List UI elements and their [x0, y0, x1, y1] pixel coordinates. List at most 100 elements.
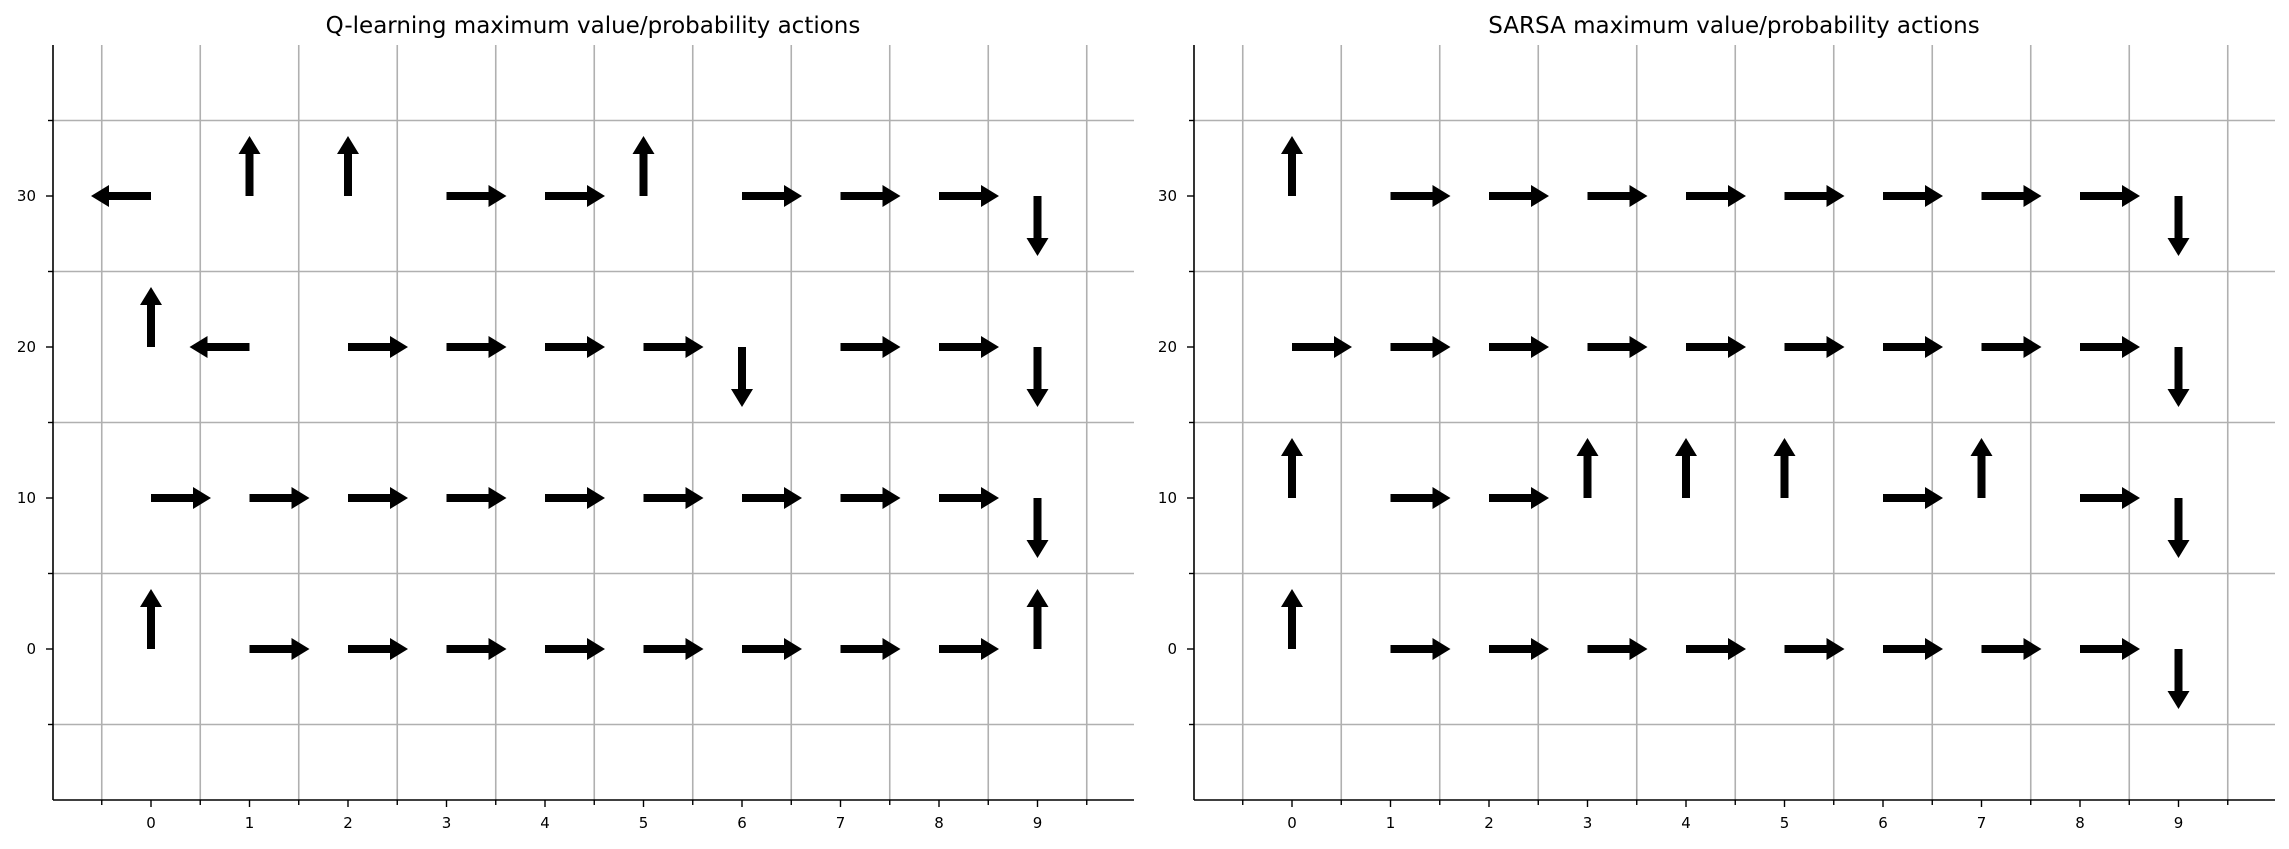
q-learning-axes: 0 1 2 3 4 5 6 7 8 9 0 10 20 30: [17, 45, 1134, 832]
q-learning-arrow-down: [1026, 498, 1049, 558]
q-learning-arrow-down: [1026, 196, 1049, 256]
q-learning-arrow-right: [446, 638, 507, 660]
sarsa-arrow-right: [1489, 336, 1549, 358]
sarsa-arrow-right: [1883, 185, 1943, 207]
q-learning-arrow-right: [643, 336, 704, 358]
sarsa-grid: [1194, 45, 2275, 800]
sarsa-arrow-right: [2080, 336, 2140, 358]
sarsa-arrow-up: [1281, 136, 1303, 196]
q-learning-arrow-right: [545, 638, 605, 660]
q-learning-arrow-left: [189, 336, 250, 358]
sarsa-arrow-right: [2080, 487, 2140, 509]
q-learning-x-tick-label: 8: [934, 814, 944, 832]
q-learning-arrow-up: [140, 287, 162, 347]
q-learning-arrow-right: [545, 336, 605, 358]
q-learning-grid: [53, 45, 1134, 800]
sarsa-x-tick-label: 7: [1977, 814, 1987, 832]
sarsa-axes: 0 1 2 3 4 5 6 7 8 9 0 10 20 30: [1158, 45, 2275, 832]
sarsa-y-tick-label: 30: [1158, 187, 1177, 205]
q-learning-arrow-right: [348, 638, 408, 660]
sarsa-arrow-right: [2080, 185, 2140, 207]
q-learning-arrow-right: [840, 638, 901, 660]
sarsa-arrow-right: [1292, 336, 1352, 358]
q-learning-arrow-right: [840, 185, 901, 207]
q-learning-arrow-right: [545, 185, 605, 207]
sarsa-arrow-right: [1981, 638, 2042, 660]
q-learning-arrow-right: [348, 336, 408, 358]
sarsa-arrow-up: [1773, 438, 1796, 498]
q-learning-arrow-right: [446, 487, 507, 509]
q-learning-arrows: [91, 136, 1049, 660]
sarsa-arrow-down: [2167, 196, 2190, 256]
q-learning-arrow-right: [545, 487, 605, 509]
sarsa-arrow-right: [1390, 487, 1451, 509]
sarsa-x-tick-label: 4: [1681, 814, 1691, 832]
q-learning-title: Q-learning maximum value/probability act…: [326, 13, 861, 39]
sarsa-arrows: [1281, 136, 2190, 709]
sarsa-x-tick-label: 2: [1484, 814, 1494, 832]
q-learning-arrow-down: [1026, 347, 1049, 407]
sarsa-arrow-right: [1686, 185, 1746, 207]
q-learning-arrow-right: [742, 638, 802, 660]
sarsa-arrow-right: [1587, 638, 1648, 660]
sarsa-y-tick-label: 10: [1158, 489, 1177, 507]
sarsa-arrow-right: [1883, 638, 1943, 660]
q-learning-x-tick-label: 0: [146, 814, 156, 832]
q-learning-arrow-right: [939, 185, 999, 207]
sarsa-arrow-right: [1390, 638, 1451, 660]
sarsa-y-tick-label: 0: [1167, 640, 1177, 658]
sarsa-arrow-right: [1587, 336, 1648, 358]
sarsa-title: SARSA maximum value/probability actions: [1488, 13, 1979, 39]
sarsa-x-tick-label: 3: [1583, 814, 1593, 832]
sarsa-arrow-right: [1686, 336, 1746, 358]
q-learning-arrow-right: [939, 487, 999, 509]
sarsa-arrow-right: [1981, 185, 2042, 207]
q-learning-y-tick-label: 10: [17, 489, 36, 507]
sarsa-x-tick-label: 1: [1386, 814, 1396, 832]
sarsa-x-tick-label: 8: [2075, 814, 2085, 832]
sarsa-arrow-right: [1883, 336, 1943, 358]
q-learning-x-tick-label: 5: [639, 814, 649, 832]
q-learning-x-tick-label: 1: [245, 814, 255, 832]
q-learning-x-tick-label: 4: [540, 814, 550, 832]
sarsa-arrow-right: [1686, 638, 1746, 660]
sarsa-arrow-right: [1883, 487, 1943, 509]
sarsa-arrow-right: [1981, 336, 2042, 358]
q-learning-panel: Q-learning maximum value/probability act…: [17, 13, 1134, 832]
q-learning-y-tick-label: 30: [17, 187, 36, 205]
q-learning-arrow-right: [742, 185, 802, 207]
q-learning-x-tick-label: 3: [442, 814, 452, 832]
q-learning-arrow-right: [643, 638, 704, 660]
q-learning-arrow-up: [140, 589, 162, 649]
q-learning-arrow-right: [840, 487, 901, 509]
q-learning-arrow-right: [742, 487, 802, 509]
q-learning-arrow-right: [446, 336, 507, 358]
sarsa-x-tick-label: 0: [1287, 814, 1297, 832]
q-learning-x-tick-label: 2: [343, 814, 353, 832]
sarsa-arrow-up: [1281, 438, 1303, 498]
q-learning-arrow-right: [249, 487, 310, 509]
sarsa-arrow-up: [1281, 589, 1303, 649]
sarsa-x-tick-label: 6: [1878, 814, 1888, 832]
q-learning-arrow-down: [731, 347, 753, 407]
q-learning-arrow-right: [939, 638, 999, 660]
q-learning-arrow-up: [1026, 589, 1049, 649]
q-learning-arrow-right: [348, 487, 408, 509]
sarsa-arrow-right: [1784, 336, 1845, 358]
q-learning-arrow-right: [446, 185, 507, 207]
sarsa-arrow-right: [1784, 638, 1845, 660]
q-learning-x-tick-label: 9: [1033, 814, 1043, 832]
sarsa-arrow-up: [1576, 438, 1599, 498]
q-learning-arrow-right: [249, 638, 310, 660]
sarsa-arrow-down: [2167, 347, 2190, 407]
sarsa-arrow-up: [1970, 438, 1993, 498]
q-learning-arrow-up: [632, 136, 655, 196]
sarsa-arrow-right: [1784, 185, 1845, 207]
sarsa-x-tick-label: 9: [2174, 814, 2184, 832]
q-learning-arrow-right: [939, 336, 999, 358]
sarsa-arrow-up: [1675, 438, 1697, 498]
q-learning-arrow-right: [840, 336, 901, 358]
sarsa-arrow-right: [1489, 487, 1549, 509]
sarsa-arrow-right: [1489, 185, 1549, 207]
